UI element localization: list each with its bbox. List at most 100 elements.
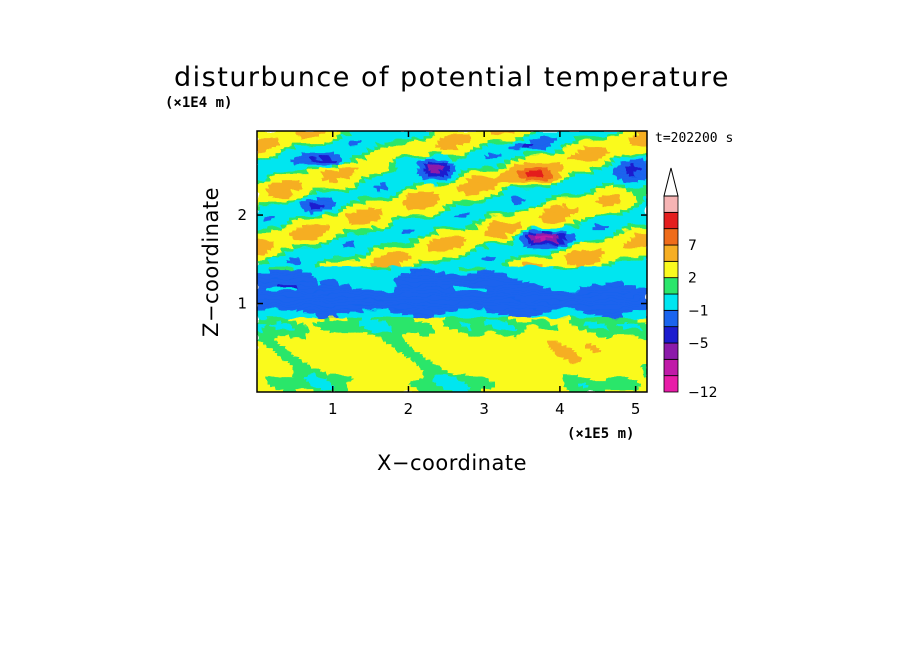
field-cell bbox=[275, 314, 279, 318]
field-cell bbox=[623, 377, 627, 381]
field-cell bbox=[485, 299, 489, 303]
field-cell bbox=[596, 350, 600, 354]
field-cell bbox=[503, 353, 507, 357]
field-cell bbox=[257, 311, 261, 315]
field-cell bbox=[548, 290, 552, 294]
field-cell bbox=[272, 350, 276, 354]
field-cell bbox=[278, 305, 282, 309]
field-cell bbox=[548, 356, 552, 360]
field-cell bbox=[257, 368, 261, 372]
field-cell bbox=[521, 332, 525, 336]
field-cell bbox=[506, 329, 510, 333]
field-cell bbox=[602, 368, 606, 372]
field-cell bbox=[332, 293, 336, 297]
field-cell bbox=[503, 350, 507, 354]
field-cell bbox=[620, 362, 624, 366]
field-cell bbox=[602, 290, 606, 294]
field-cell bbox=[410, 347, 414, 351]
field-cell bbox=[635, 284, 639, 288]
field-cell bbox=[329, 332, 333, 336]
field-cell bbox=[392, 362, 396, 366]
field-cell bbox=[452, 281, 456, 285]
field-cell bbox=[287, 278, 291, 282]
field-cell bbox=[347, 293, 351, 297]
field-cell bbox=[578, 389, 582, 392]
field-cell bbox=[425, 389, 429, 392]
field-cell bbox=[356, 311, 360, 315]
field-cell bbox=[431, 314, 435, 318]
field-cell bbox=[410, 305, 414, 309]
field-cell bbox=[500, 296, 504, 300]
field-cell bbox=[584, 299, 588, 303]
field-cell bbox=[476, 311, 480, 315]
field-cell bbox=[320, 356, 324, 360]
field-cell bbox=[617, 359, 621, 363]
field-cell bbox=[290, 287, 294, 291]
field-cell bbox=[512, 287, 516, 291]
field-cell bbox=[554, 290, 558, 294]
field-cell bbox=[383, 356, 387, 360]
field-cell bbox=[389, 374, 393, 378]
field-cell bbox=[440, 371, 444, 375]
field-cell bbox=[275, 386, 279, 390]
field-cell bbox=[287, 347, 291, 351]
field-cell bbox=[410, 299, 414, 303]
field-cell bbox=[491, 374, 495, 378]
field-cell bbox=[404, 332, 408, 336]
field-cell bbox=[491, 287, 495, 291]
field-cell bbox=[446, 350, 450, 354]
field-cell bbox=[383, 278, 387, 282]
field-cell bbox=[533, 311, 537, 315]
field-cell bbox=[446, 383, 450, 387]
field-cell bbox=[299, 287, 303, 291]
field-cell bbox=[269, 302, 273, 306]
field-cell bbox=[539, 305, 543, 309]
field-cell bbox=[473, 338, 477, 342]
field-cell bbox=[440, 368, 444, 372]
field-cell bbox=[419, 341, 423, 345]
field-cell bbox=[383, 386, 387, 390]
field-cell bbox=[452, 290, 456, 294]
field-cell bbox=[611, 308, 615, 312]
field-cell bbox=[440, 356, 444, 360]
field-cell bbox=[557, 365, 561, 369]
field-cell bbox=[446, 365, 450, 369]
field-cell bbox=[497, 371, 501, 375]
field-cell bbox=[545, 302, 549, 306]
field-cell bbox=[587, 287, 591, 291]
field-cell bbox=[284, 347, 288, 351]
field-cell bbox=[590, 305, 594, 309]
field-cell bbox=[296, 341, 300, 345]
field-cell bbox=[488, 350, 492, 354]
field-cell bbox=[356, 329, 360, 333]
field-cell bbox=[413, 371, 417, 375]
field-cell bbox=[575, 341, 579, 345]
field-cell bbox=[590, 335, 594, 339]
field-cell bbox=[482, 284, 486, 288]
field-cell bbox=[599, 383, 603, 387]
field-cell bbox=[299, 338, 303, 342]
field-cell bbox=[284, 323, 288, 327]
field-cell bbox=[314, 335, 318, 339]
field-cell bbox=[497, 293, 501, 297]
field-cell bbox=[569, 380, 573, 384]
field-cell bbox=[476, 308, 480, 312]
field-cell bbox=[437, 341, 441, 345]
field-cell bbox=[290, 293, 294, 297]
field-cell bbox=[398, 350, 402, 354]
field-cell bbox=[608, 341, 612, 345]
field-cell bbox=[365, 344, 369, 348]
field-cell bbox=[521, 329, 525, 333]
field-cell bbox=[515, 290, 519, 294]
field-cell bbox=[356, 368, 360, 372]
field-cell bbox=[641, 380, 645, 384]
field-cell bbox=[278, 287, 282, 291]
field-cell bbox=[350, 326, 354, 330]
field-cell bbox=[632, 350, 636, 354]
field-cell bbox=[527, 386, 531, 390]
field-cell bbox=[299, 299, 303, 303]
field-cell bbox=[596, 281, 600, 285]
field-cell bbox=[560, 386, 564, 390]
field-cell bbox=[590, 368, 594, 372]
field-cell bbox=[482, 290, 486, 294]
